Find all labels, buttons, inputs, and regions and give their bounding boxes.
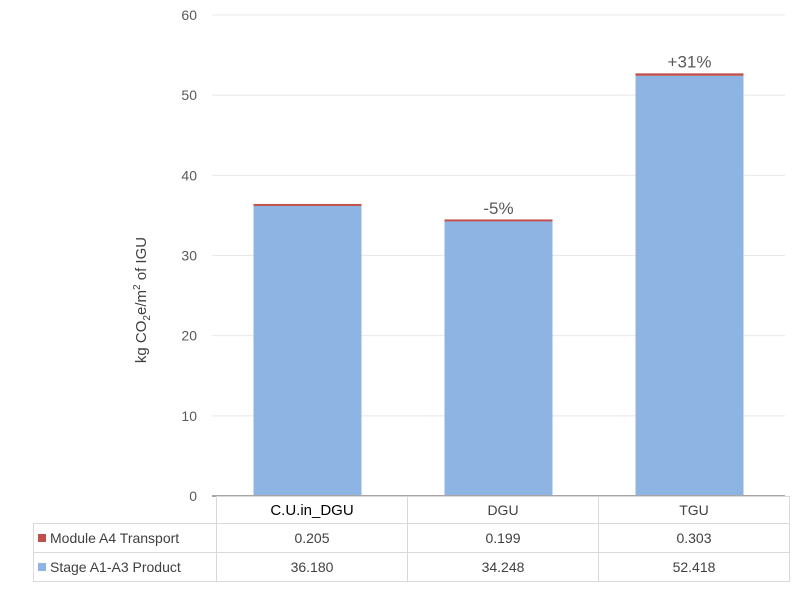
change-annotation: +31% <box>668 52 712 71</box>
y-tick-label: 0 <box>189 488 197 504</box>
data-label: 0.205 <box>216 523 408 553</box>
y-axis-title: kg CO2e/m2 of IGU <box>132 237 153 363</box>
change-annotation: -5% <box>483 199 513 218</box>
bar-transport <box>253 203 362 206</box>
legend-product: Stage A1-A3 Product <box>33 552 217 582</box>
bars <box>253 73 744 497</box>
bar-transport <box>444 219 553 222</box>
data-label: 36.180 <box>216 552 408 582</box>
y-tick-label: 40 <box>181 167 197 183</box>
y-axis-ticks: 0 10 20 30 40 50 60 <box>181 7 197 504</box>
y-tick-label: 50 <box>181 87 197 103</box>
y-tick-label: 10 <box>181 408 197 424</box>
data-label: 34.248 <box>407 552 599 582</box>
y-tick-label: 30 <box>181 248 197 264</box>
legend-swatch-product <box>38 563 46 571</box>
category-label: C.U.in_DGU <box>216 496 408 524</box>
data-label: 0.303 <box>598 523 790 553</box>
legend-swatch-transport <box>38 534 46 542</box>
legend-transport: Module A4 Transport <box>33 523 217 553</box>
bar-product <box>444 221 553 497</box>
y-tick-label: 60 <box>181 7 197 23</box>
table-row-product: Stage A1-A3 Product 36.180 34.248 52.418 <box>33 552 790 582</box>
category-label: DGU <box>407 496 599 524</box>
table-row-transport: Module A4 Transport 0.205 0.199 0.303 <box>33 523 790 553</box>
bar-product <box>635 75 744 497</box>
data-label: 0.199 <box>407 523 599 553</box>
bar-product <box>253 205 362 496</box>
data-label: 52.418 <box>598 552 790 582</box>
y-tick-label: 20 <box>181 328 197 344</box>
bar-transport <box>635 73 744 76</box>
category-label: TGU <box>598 496 790 524</box>
data-table: C.U.in_DGU DGU TGU Module A4 Transport 0… <box>33 496 790 582</box>
annotations: -5% +31% <box>483 52 711 217</box>
